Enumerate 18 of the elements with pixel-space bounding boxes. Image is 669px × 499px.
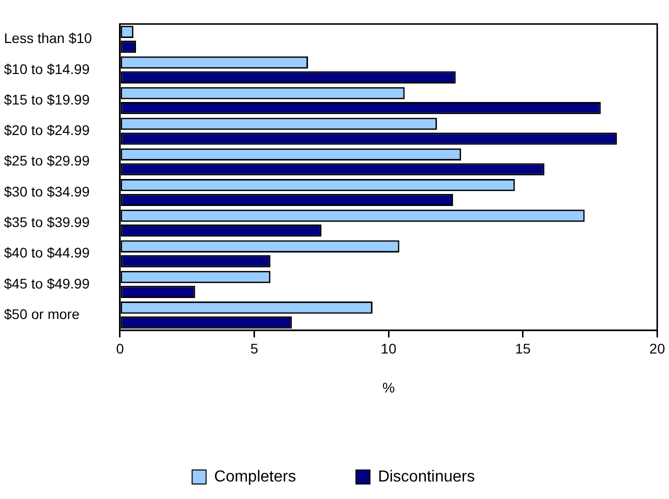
x-axis-title: % — [382, 379, 395, 396]
x-tick-label: 20 — [649, 340, 666, 357]
y-tick-label: $25 to $29.99 — [4, 152, 90, 169]
y-tick-label: $35 to $39.99 — [4, 214, 90, 230]
legend-label: Completers — [214, 468, 296, 486]
y-tick-label: $15 to $19.99 — [4, 91, 90, 108]
x-tick-label: 15 — [515, 340, 531, 357]
x-tick-label: 0 — [116, 340, 124, 357]
y-tick-label: $10 to $14.99 — [4, 60, 90, 77]
y-tick-label: $45 to $49.99 — [4, 275, 90, 292]
legend-label: Discontinuers — [378, 468, 475, 486]
y-tick-label: $50 or more — [4, 306, 80, 322]
y-tick-label: $40 to $44.99 — [4, 244, 90, 261]
y-tick-label: $20 to $24.99 — [4, 122, 90, 138]
y-tick-label: Less than $10 — [4, 30, 92, 46]
x-tick-label: 10 — [380, 340, 397, 357]
x-tick-label: 5 — [250, 340, 258, 357]
y-tick-label: $30 to $34.99 — [4, 183, 90, 200]
